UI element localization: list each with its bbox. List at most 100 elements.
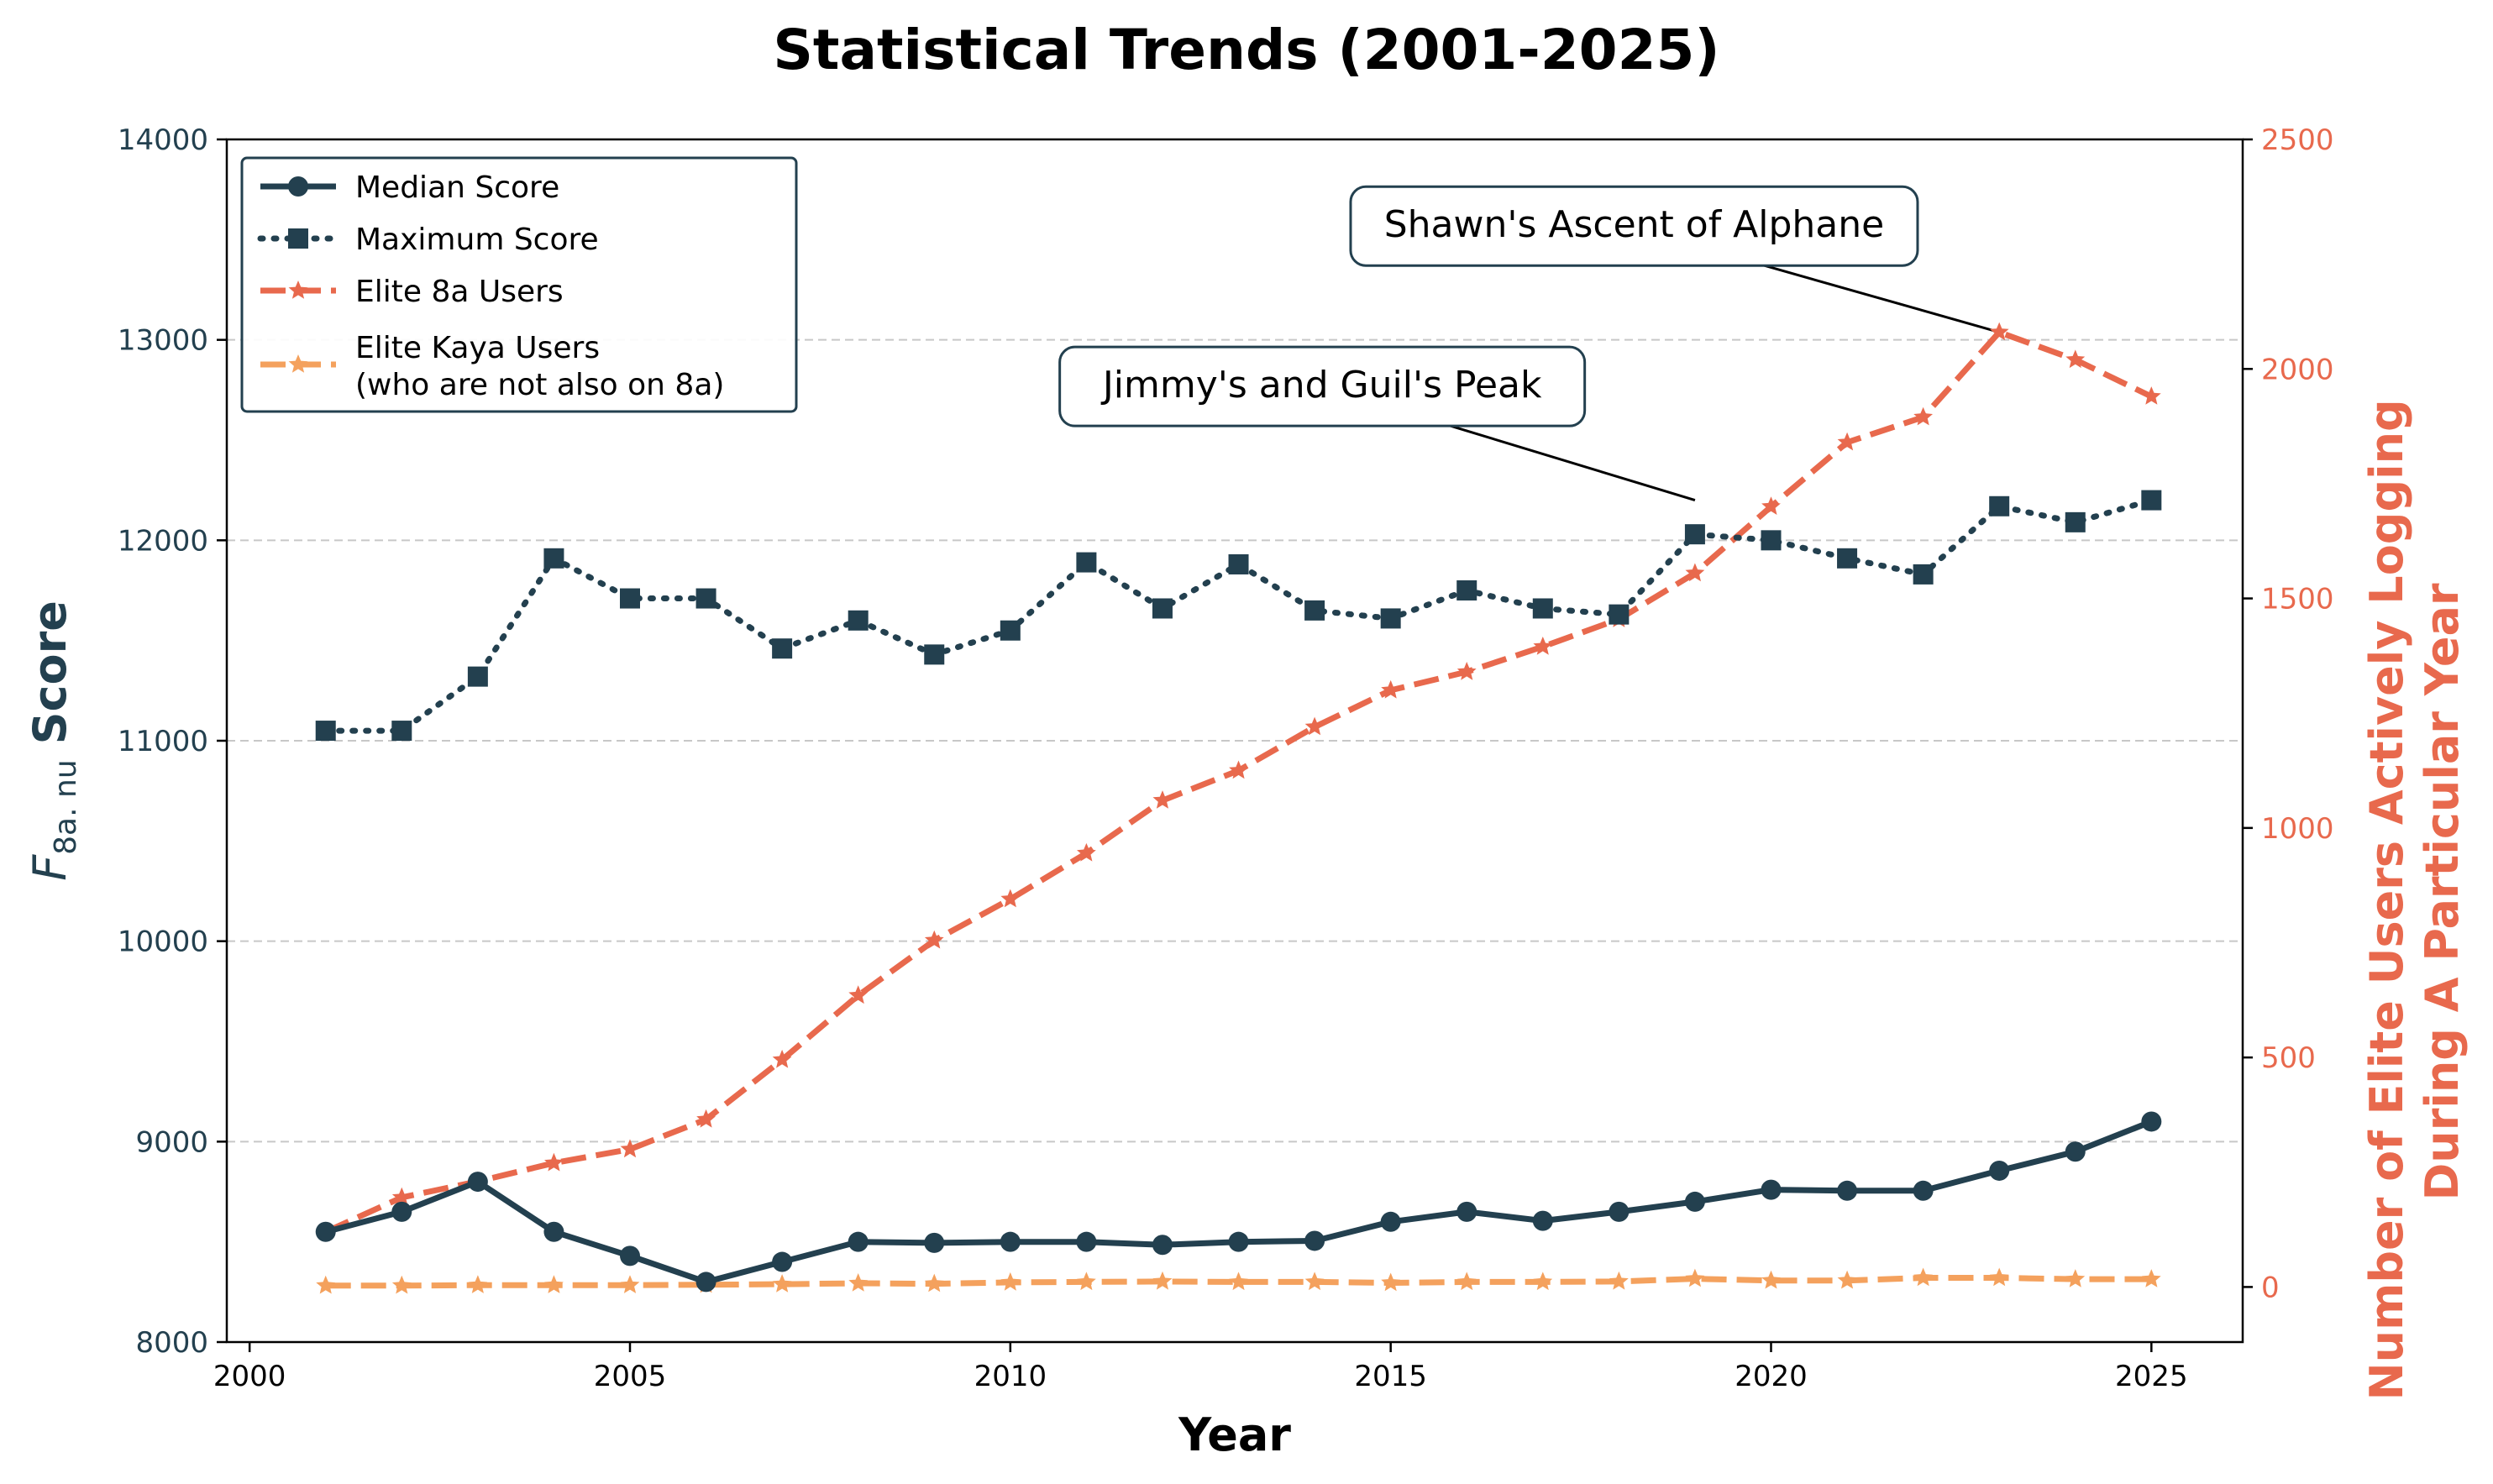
data-point <box>1380 1211 1401 1232</box>
data-point <box>391 1275 412 1294</box>
data-point <box>1989 496 2010 517</box>
data-point <box>1076 1231 1097 1252</box>
data-point <box>1229 760 1248 779</box>
data-point <box>2141 386 2161 405</box>
data-point <box>695 1272 716 1293</box>
y-tick-label-right: 1500 <box>2261 583 2334 616</box>
data-point <box>924 1273 944 1293</box>
data-point <box>1761 530 1782 551</box>
data-point <box>848 1273 869 1292</box>
annotation-box <box>1349 185 1919 267</box>
data-point <box>620 588 640 609</box>
data-point <box>315 721 336 742</box>
data-point <box>391 721 412 742</box>
annotation-box <box>1058 345 1587 427</box>
data-point <box>1837 548 1858 569</box>
data-point <box>2065 1141 2086 1162</box>
data-point <box>1532 1210 1553 1231</box>
series-1 <box>315 490 2162 742</box>
series-2 <box>316 322 2161 1240</box>
data-point <box>772 1049 792 1068</box>
data-point <box>1152 790 1173 809</box>
data-point <box>772 1251 793 1272</box>
y-tick-label-right: 500 <box>2261 1041 2316 1075</box>
legend-entry-1: Maximum Score <box>257 223 599 257</box>
data-point <box>1761 496 1781 515</box>
data-point <box>1609 1201 1630 1222</box>
data-point <box>1761 1270 1781 1289</box>
legend-entry-2: Elite 8a Users <box>260 275 564 309</box>
y-tick-label-right: 2000 <box>2261 353 2334 386</box>
legend-swatch-marker <box>288 176 308 197</box>
annotation-text: Jimmy's and Guil's Peak <box>1100 364 1542 406</box>
data-point <box>1989 322 2009 341</box>
legend: Median Score Maximum Score Elite 8a Users E… <box>240 156 798 413</box>
data-point <box>1532 598 1553 619</box>
legend-entry-0: Median Score <box>260 170 559 205</box>
data-point <box>772 638 793 659</box>
legend-label: Elite Kaya Users (who are not also on 8a) <box>355 331 724 402</box>
data-point <box>1456 1201 1477 1222</box>
y-tick-label-left: 10000 <box>118 926 208 959</box>
y-tick-label-left: 13000 <box>118 324 208 358</box>
legend-label-line2: (who are not also on 8a) <box>355 368 724 402</box>
data-point <box>2065 349 2086 369</box>
data-point <box>1152 598 1173 619</box>
data-point <box>1228 1231 1249 1252</box>
data-point <box>1761 1179 1782 1200</box>
y-tick-label-left: 11000 <box>118 725 208 758</box>
legend-label: Median Score <box>355 170 559 205</box>
annotation-0: Shawn's Ascent of Alphane <box>1349 185 2000 334</box>
y-axis-label-right: Number of Elite Users Actively Logging D… <box>2360 383 2469 1400</box>
data-point <box>1000 620 1021 641</box>
data-point <box>620 1245 640 1266</box>
y-label-word: Score <box>24 600 76 744</box>
annotation-1: Jimmy's and Guil's Peak <box>1058 345 1696 502</box>
data-point <box>315 1221 336 1242</box>
data-point <box>1684 1191 1705 1212</box>
data-point <box>1533 637 1553 655</box>
x-tick-label: 2010 <box>974 1360 1047 1393</box>
data-point <box>1533 1272 1553 1291</box>
grid <box>227 338 2243 1143</box>
legend-label-line1: Elite Kaya Users <box>355 331 600 365</box>
data-point <box>848 985 869 1004</box>
data-point <box>544 1152 564 1172</box>
data-point <box>924 930 944 949</box>
data-point <box>1077 842 1096 862</box>
x-axis: 2000 2005 2010 2015 2020 2025 <box>213 1342 2188 1393</box>
data-point <box>1685 563 1705 582</box>
legend-label: Maximum Score <box>355 223 599 257</box>
series-line <box>324 1119 2153 1285</box>
data-point <box>924 1232 945 1253</box>
data-point <box>543 548 564 569</box>
series-0 <box>315 1111 2162 1293</box>
x-tick-label: 2020 <box>1735 1360 1808 1393</box>
data-point <box>1380 608 1401 629</box>
legend-entry-3: Elite Kaya Users (who are not also on 8a) <box>260 331 724 402</box>
chart-title: Statistical Trends (2001-2025) <box>773 18 1719 82</box>
annotation-text: Shawn's Ascent of Alphane <box>1384 203 1885 246</box>
data-point <box>1152 1271 1173 1290</box>
data-point <box>1228 553 1249 574</box>
y-axis-right: 0 500 1000 1500 2000 2500 <box>2243 123 2334 1304</box>
data-point <box>2065 1269 2086 1287</box>
data-point <box>543 1221 564 1242</box>
data-point <box>1913 1180 1934 1201</box>
data-point <box>468 1275 488 1293</box>
x-axis-label: Year <box>1178 1408 1291 1461</box>
data-point <box>696 1109 716 1128</box>
y-tick-label-left: 8000 <box>135 1326 208 1360</box>
data-point <box>924 644 945 665</box>
data-point <box>1229 1272 1248 1291</box>
legend-box <box>240 156 798 413</box>
data-point <box>1989 1160 2010 1181</box>
series-line <box>323 497 2154 734</box>
y-axis-left: 8000 9000 10000 11000 12000 13000 14000 <box>118 123 227 1360</box>
data-point <box>1381 679 1401 699</box>
data-point <box>2141 1269 2161 1287</box>
data-point <box>1077 1272 1096 1291</box>
data-point <box>391 1201 412 1222</box>
legend-swatch-marker <box>288 354 308 373</box>
